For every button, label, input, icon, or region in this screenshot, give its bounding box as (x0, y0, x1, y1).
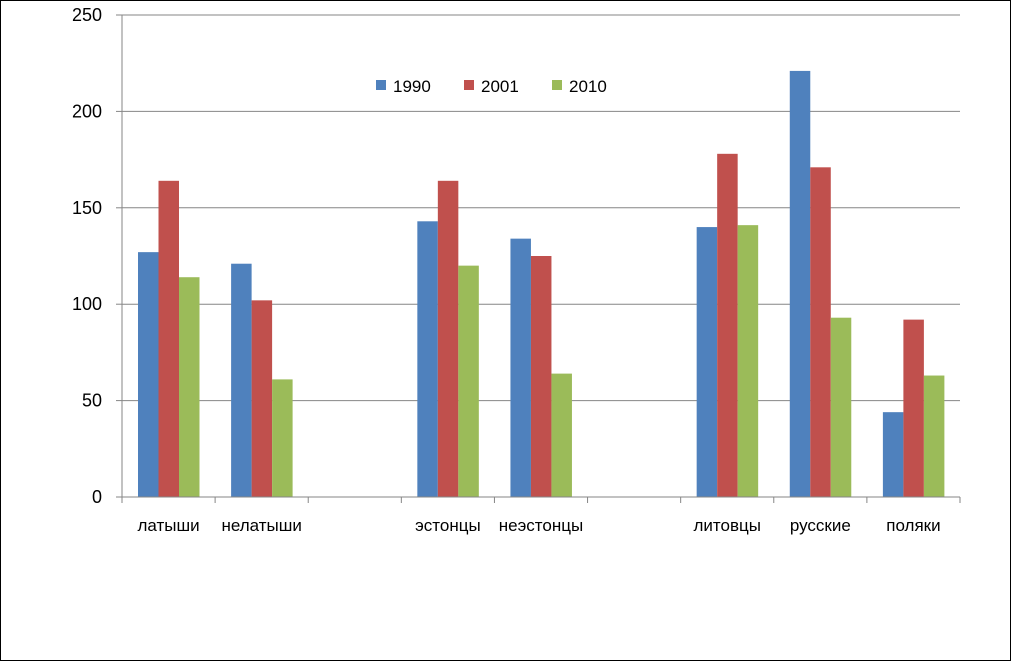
bar-2001-6 (717, 153, 738, 498)
x-tick-label: неэстонцы (499, 516, 583, 535)
legend: 1990 2001 2010 (376, 77, 607, 96)
bar-2010-3 (458, 265, 479, 497)
bar-1990-3 (417, 221, 438, 497)
bar-2010-8 (923, 375, 945, 497)
legend-label-2001: 2001 (481, 77, 519, 96)
bar-2001-7 (810, 167, 831, 497)
y-tick-label: 150 (72, 198, 102, 218)
x-tick-label: поляки (886, 516, 940, 535)
legend-swatch-1990 (376, 80, 386, 90)
bar-1990-8 (882, 412, 904, 497)
bar-1990-0 (138, 252, 159, 497)
y-tick-label: 250 (72, 5, 102, 25)
legend-label-1990: 1990 (393, 77, 431, 96)
y-tick-label: 100 (72, 294, 102, 314)
y-tick-label: 50 (82, 391, 102, 411)
bar-2001-0 (158, 180, 179, 498)
y-axis: 0 50 100 150 200 250 (72, 5, 123, 507)
bar-2010-4 (551, 373, 572, 497)
x-tick-label: литовцы (693, 516, 760, 535)
bar-2001-8 (903, 319, 924, 497)
legend-swatch-2010 (552, 80, 562, 90)
bar-2010-7 (830, 317, 852, 497)
bar-2001-1 (251, 300, 273, 497)
bar-1990-4 (510, 238, 531, 497)
x-tick-label: латыши (137, 516, 199, 535)
legend-label-2010: 2010 (569, 77, 607, 96)
bar-1990-1 (231, 263, 252, 497)
bar-1990-7 (789, 70, 811, 498)
x-axis: латыши нелатыши эстонцы неэстонцы литовцы рус… (121, 496, 961, 535)
y-tick-label: 0 (92, 487, 102, 507)
bar-2001-3 (437, 180, 459, 498)
bar-1990-6 (696, 227, 718, 497)
bars (138, 70, 945, 498)
bar-2010-6 (737, 225, 759, 498)
y-tick-label: 200 (72, 101, 102, 121)
legend-swatch-2001 (464, 80, 474, 90)
bar-2010-0 (179, 277, 200, 497)
x-tick-label: русские (790, 516, 851, 535)
x-tick-label: эстонцы (415, 516, 481, 535)
bar-2010-1 (272, 379, 293, 497)
bar-2001-4 (530, 256, 552, 497)
x-tick-label: нелатыши (221, 516, 301, 535)
